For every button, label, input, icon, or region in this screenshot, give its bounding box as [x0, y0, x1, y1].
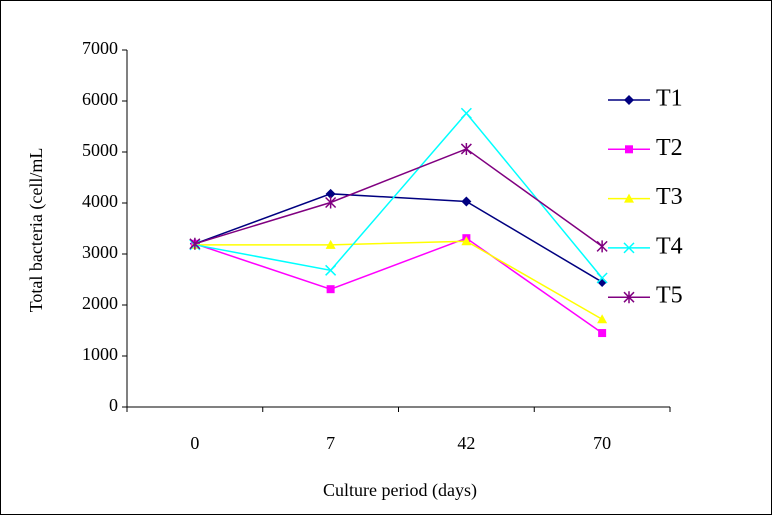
- x-tick-label: 42: [457, 433, 475, 453]
- data-point: [325, 264, 337, 276]
- data-point: [596, 240, 608, 253]
- data-point: [325, 239, 336, 249]
- y-axis-label: Total bacteria (cell/mL: [26, 148, 47, 313]
- legend-label: T3: [656, 184, 683, 210]
- data-point: [596, 272, 608, 284]
- legend-label: T4: [656, 233, 683, 259]
- series-line: [194, 193, 603, 283]
- y-tick-label: 5000: [82, 140, 118, 160]
- y-tick-label: 2000: [82, 293, 118, 313]
- legend-label: T5: [656, 283, 683, 309]
- series-line: [194, 240, 603, 320]
- series-line: [194, 148, 603, 247]
- y-tick-label: 4000: [82, 191, 118, 211]
- series-line: [194, 112, 603, 279]
- legend-marker: [623, 242, 635, 254]
- data-point: [461, 236, 472, 246]
- y-tick-label: 3000: [82, 242, 118, 262]
- data-point: [460, 107, 472, 119]
- x-tick-label: 7: [326, 433, 335, 453]
- x-tick-label: 0: [190, 433, 199, 453]
- data-point: [461, 196, 472, 207]
- data-point: [325, 196, 337, 209]
- y-tick-label: 0: [109, 395, 118, 415]
- data-point: [325, 188, 336, 199]
- data-point: [326, 285, 335, 294]
- legend-marker: [624, 95, 634, 105]
- data-point: [460, 142, 472, 155]
- y-tick-label: 6000: [82, 89, 118, 109]
- legend-marker: [623, 291, 635, 304]
- legend-label: T2: [656, 135, 683, 161]
- data-point: [597, 314, 608, 324]
- data-point: [598, 329, 607, 338]
- y-tick-label: 1000: [82, 344, 118, 364]
- y-tick-label: 7000: [82, 38, 118, 58]
- data-point: [189, 237, 201, 250]
- x-axis-label: Culture period (days): [323, 480, 477, 501]
- legend-marker: [625, 145, 633, 154]
- legend-label: T1: [656, 86, 683, 112]
- legend-marker: [624, 193, 634, 203]
- x-tick-label: 70: [593, 433, 611, 453]
- series-line: [194, 237, 603, 334]
